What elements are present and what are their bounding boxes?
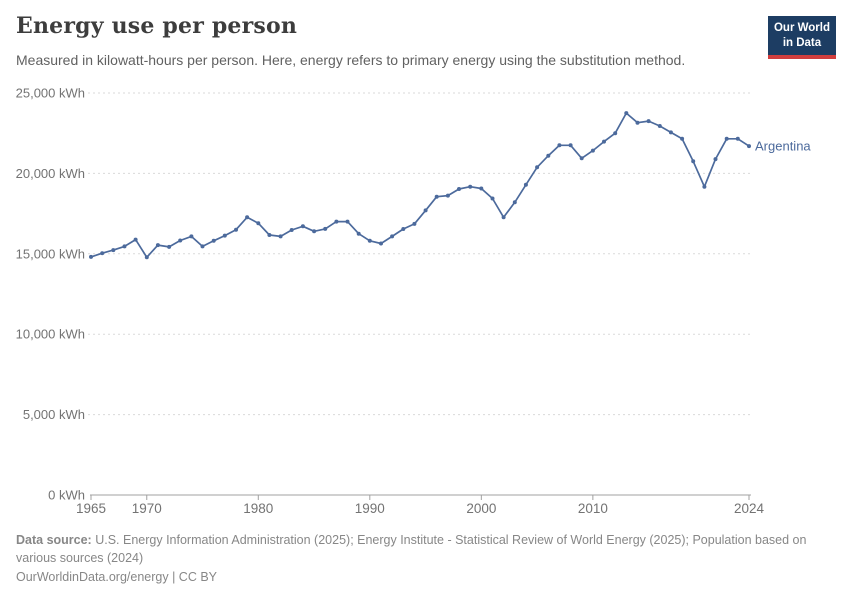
data-point[interactable] <box>356 231 361 236</box>
data-point[interactable] <box>222 233 227 238</box>
data-point[interactable] <box>155 243 160 248</box>
data-point[interactable] <box>602 139 606 144</box>
x-axis-tick-label: 1990 <box>355 501 385 516</box>
data-point[interactable] <box>512 200 517 205</box>
data-point[interactable] <box>546 153 551 158</box>
data-point[interactable] <box>423 208 428 213</box>
data-point[interactable] <box>590 148 595 153</box>
data-point[interactable] <box>434 194 439 199</box>
data-point[interactable] <box>200 244 205 249</box>
data-point[interactable] <box>122 244 127 249</box>
data-point[interactable] <box>367 238 372 243</box>
data-point[interactable] <box>256 221 261 226</box>
data-point[interactable] <box>245 215 250 220</box>
data-point[interactable] <box>501 215 506 220</box>
owid-logo-line2: in Data <box>782 36 822 49</box>
x-axis-tick-label: 2000 <box>466 501 496 516</box>
data-point[interactable] <box>535 165 540 170</box>
owid-logo[interactable]: Our World in Data <box>767 16 836 59</box>
chart-title: Energy use per person <box>16 13 298 39</box>
data-point[interactable] <box>613 131 618 136</box>
data-point[interactable] <box>379 241 383 246</box>
data-point[interactable] <box>178 238 183 243</box>
license-link[interactable]: OurWorldinData.org/energy | CC BY <box>16 570 218 584</box>
data-point[interactable] <box>267 233 272 237</box>
data-point[interactable] <box>568 143 573 148</box>
chart-subtitle: Measured in kilowatt-hours per person. H… <box>16 52 686 68</box>
y-axis-tick-label: 10,000 kWh <box>16 327 85 342</box>
data-point[interactable] <box>691 159 696 164</box>
data-point[interactable] <box>133 237 138 242</box>
data-source-line: Data source: U.S. Energy Information Adm… <box>16 531 836 567</box>
y-axis-tick-label: 0 kWh <box>48 488 85 503</box>
data-point[interactable] <box>657 124 662 128</box>
y-axis-tick-label: 5,000 kWh <box>23 407 85 422</box>
y-axis-tick-label: 20,000 kWh <box>16 166 85 181</box>
data-point[interactable] <box>747 144 751 149</box>
data-source-label: Data source: <box>16 533 92 547</box>
x-axis-tick-label: 2010 <box>578 501 608 516</box>
data-point[interactable] <box>523 182 528 187</box>
data-point[interactable] <box>668 130 673 135</box>
data-point[interactable] <box>278 234 283 239</box>
data-point[interactable] <box>735 136 740 141</box>
data-point[interactable] <box>100 251 105 256</box>
y-axis-tick-label: 15,000 kWh <box>16 246 85 261</box>
data-point[interactable] <box>167 244 172 249</box>
data-point[interactable] <box>111 248 116 253</box>
data-point[interactable] <box>579 156 584 161</box>
data-point[interactable] <box>468 184 473 189</box>
data-point[interactable] <box>234 227 238 232</box>
data-point[interactable] <box>635 120 640 125</box>
data-point[interactable] <box>334 219 339 224</box>
data-point[interactable] <box>680 136 685 141</box>
data-source-text: U.S. Energy Information Administration (… <box>16 533 807 565</box>
data-point[interactable] <box>312 229 317 234</box>
data-point[interactable] <box>479 186 484 191</box>
data-point[interactable] <box>289 228 294 232</box>
data-point[interactable] <box>702 184 707 189</box>
data-point[interactable] <box>300 224 305 229</box>
data-point[interactable] <box>211 238 216 243</box>
data-point[interactable] <box>646 119 651 124</box>
data-point[interactable] <box>713 157 718 162</box>
chart-footer: Data source: U.S. Energy Information Adm… <box>16 531 836 586</box>
data-point[interactable] <box>189 234 194 239</box>
owid-logo-line1: Our World <box>773 22 830 34</box>
x-axis-tick-label: 2024 <box>734 501 765 516</box>
data-point[interactable] <box>401 227 406 231</box>
data-point[interactable] <box>490 196 495 201</box>
data-point[interactable] <box>89 254 93 259</box>
y-axis-tick-label: 25,000 kWh <box>16 86 85 101</box>
x-axis-tick-label: 1965 <box>76 501 106 516</box>
entity-label[interactable]: Argentina <box>755 139 811 154</box>
data-point[interactable] <box>390 234 395 239</box>
data-point[interactable] <box>412 221 417 226</box>
data-point[interactable] <box>445 193 450 198</box>
x-axis-tick-label: 1980 <box>243 501 273 516</box>
data-point[interactable] <box>323 226 328 231</box>
data-point[interactable] <box>345 219 350 224</box>
data-point[interactable] <box>624 111 629 116</box>
data-point[interactable] <box>724 136 729 141</box>
x-axis-tick-label: 1970 <box>132 501 162 516</box>
data-point[interactable] <box>457 187 461 191</box>
data-point[interactable] <box>557 143 562 148</box>
data-point[interactable] <box>144 255 149 260</box>
